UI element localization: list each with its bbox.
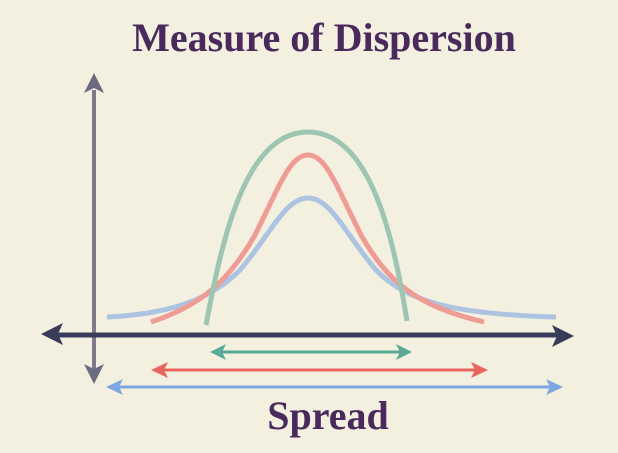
curves bbox=[106, 129, 557, 326]
down-arrowhead-icon bbox=[84, 364, 104, 384]
wide-distribution-curve bbox=[106, 195, 557, 320]
narrow-spread-arrow bbox=[210, 344, 412, 360]
vertical-axis bbox=[84, 73, 104, 384]
horizontal-axis bbox=[41, 323, 574, 347]
narrow-distribution-curve bbox=[203, 129, 410, 326]
up-arrowhead-icon bbox=[84, 73, 104, 93]
spread-label: Spread bbox=[267, 393, 389, 438]
diagram-title: Measure of Dispersion bbox=[132, 15, 516, 60]
medium-spread-arrow bbox=[151, 362, 488, 378]
left-arrowhead-icon bbox=[41, 323, 63, 345]
right-arrowhead-icon bbox=[552, 325, 574, 347]
wide-spread-arrow bbox=[106, 379, 563, 395]
medium-distribution-curve bbox=[150, 152, 485, 325]
